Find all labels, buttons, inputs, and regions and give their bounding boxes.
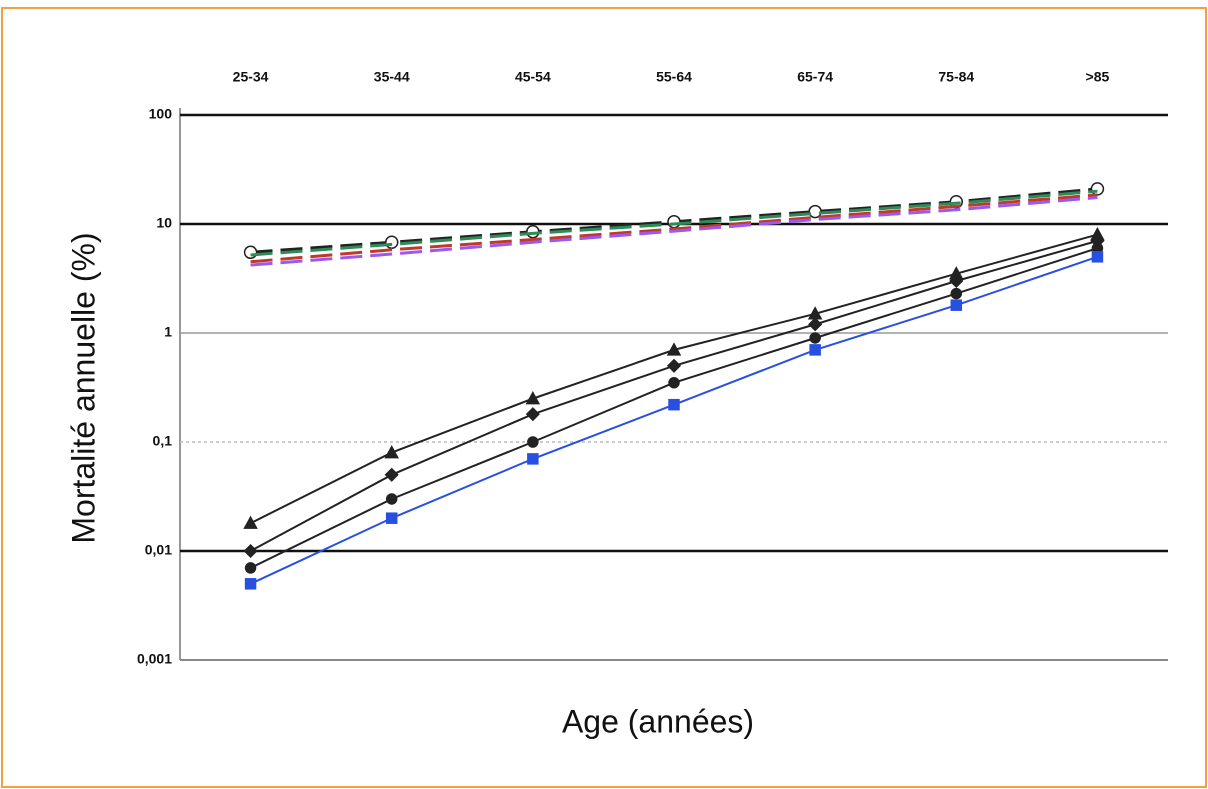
- marker: [1091, 251, 1104, 263]
- x-tick-label: 55-64: [656, 69, 692, 85]
- series-line: [250, 196, 1098, 267]
- series-line: [250, 255, 1098, 585]
- marker: [525, 407, 540, 422]
- marker: [244, 562, 257, 574]
- x-tick-label: 25-34: [233, 69, 269, 85]
- y-axis-title: Mortalité annuelle (%): [65, 232, 101, 543]
- marker: [666, 358, 682, 373]
- marker: [667, 214, 681, 229]
- x-tick-label: 65-74: [797, 69, 833, 85]
- marker: [809, 332, 821, 344]
- x-tick-label: 35-44: [374, 69, 410, 85]
- y-tick-label: 0,1: [153, 433, 173, 449]
- marker: [809, 344, 821, 356]
- marker: [1090, 182, 1105, 196]
- marker: [668, 398, 680, 411]
- x-tick-label: 75-84: [938, 69, 974, 85]
- marker: [243, 245, 258, 260]
- y-tick-label: 0,001: [137, 651, 172, 667]
- marker: [384, 467, 399, 482]
- marker: [950, 299, 963, 311]
- marker: [949, 273, 964, 289]
- marker: [385, 512, 398, 524]
- x-tick-label: >85: [1086, 69, 1110, 85]
- series-line: [250, 193, 1098, 264]
- y-tick-label: 100: [149, 106, 173, 122]
- marker: [527, 436, 539, 448]
- marker: [808, 317, 823, 332]
- y-tick-label: 10: [156, 215, 172, 231]
- marker: [384, 235, 399, 250]
- marker: [243, 515, 258, 529]
- x-axis-title: Age (années): [562, 703, 754, 739]
- y-tick-label: 1: [164, 324, 172, 340]
- marker: [666, 342, 682, 356]
- series-line: [250, 189, 1098, 257]
- frame: [1, 7, 1207, 788]
- marker: [950, 287, 963, 300]
- marker: [385, 493, 398, 505]
- marker: [527, 453, 539, 465]
- marker: [244, 578, 257, 590]
- marker: [243, 543, 258, 559]
- marker: [525, 391, 541, 405]
- marker: [384, 444, 399, 459]
- x-tick-label: 45-54: [515, 69, 551, 85]
- marker: [668, 376, 680, 389]
- y-tick-label: 0,01: [145, 542, 172, 558]
- series-line: [250, 239, 1098, 552]
